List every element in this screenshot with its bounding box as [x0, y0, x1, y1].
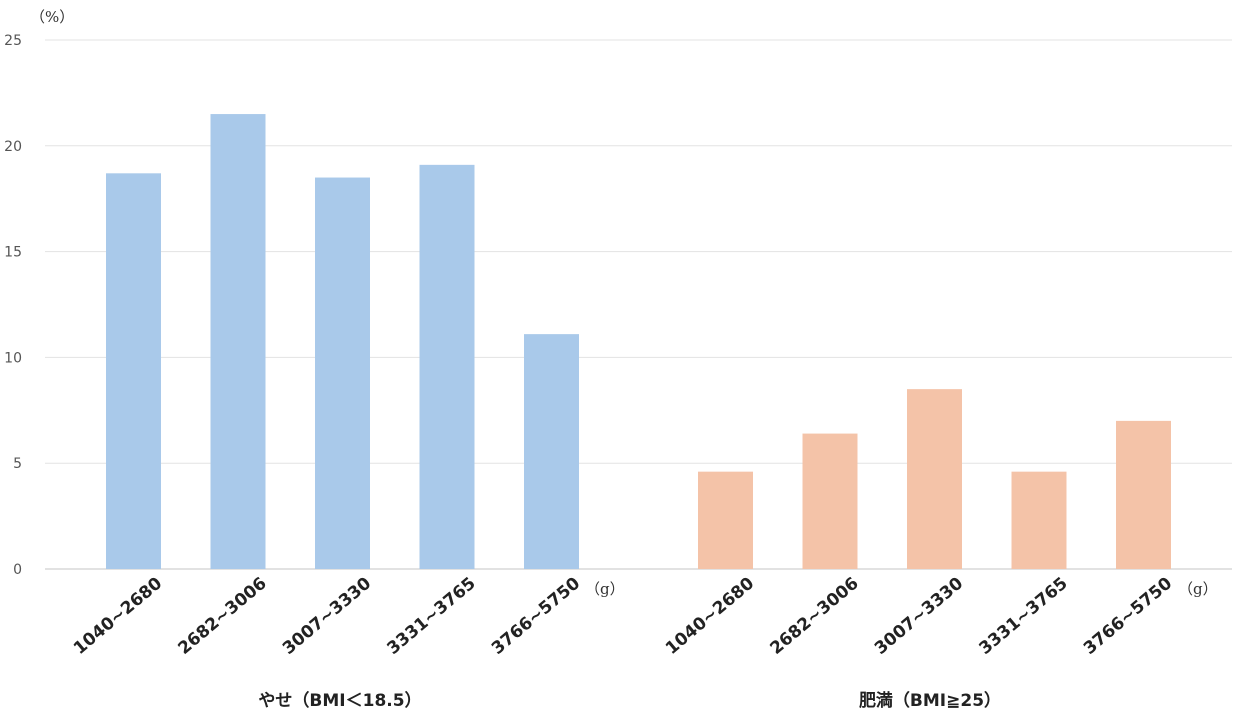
x-category-label: 3331~3765 [383, 574, 479, 659]
group-label: 肥満（BMI≧25） [859, 690, 1001, 711]
y-tick-label: 25 [4, 33, 22, 49]
y-tick-label: 20 [4, 139, 22, 155]
group-label: やせ（BMI＜18.5） [258, 690, 421, 711]
y-tick-label: 5 [13, 456, 22, 472]
bar-group2-2 [802, 433, 858, 569]
bar-group1-5 [524, 334, 579, 569]
y-tick-label: 0 [13, 562, 22, 578]
y-unit-label: （%） [30, 8, 74, 26]
x-unit-label: （g） [1178, 580, 1218, 598]
bar-group2-3 [907, 389, 962, 569]
bar-group2-5 [1116, 420, 1171, 569]
bar-group1-2 [210, 114, 266, 569]
x-category-label: 1040~2680 [70, 573, 166, 658]
x-category-label: 3007~3330 [279, 573, 375, 658]
x-category-label: 3331~3765 [975, 574, 1071, 659]
x-category-label: 3766~5750 [488, 573, 584, 658]
bar-group1-1 [106, 173, 161, 570]
x-category-label: 3766~5750 [1080, 573, 1176, 658]
bar-group1-3 [315, 177, 370, 570]
y-tick-label: 10 [4, 350, 22, 366]
bar-group1-4 [419, 164, 475, 569]
x-category-label: 3007~3330 [871, 573, 967, 658]
x-category-label: 1040~2680 [662, 573, 758, 658]
bar-group2-4 [1011, 471, 1067, 569]
y-tick-label: 15 [4, 245, 22, 261]
bar-layer [106, 114, 1171, 570]
x-unit-label: （g） [585, 580, 625, 598]
bar-group2-1 [698, 471, 753, 569]
x-category-label: 2682~3006 [766, 574, 862, 659]
x-category-label: 2682~3006 [174, 574, 270, 659]
